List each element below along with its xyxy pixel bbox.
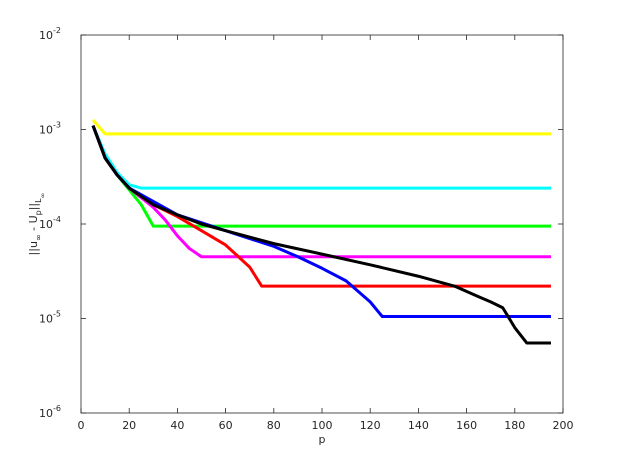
x-tick-label: 20 — [122, 419, 136, 432]
y-tick-base: 10 — [39, 313, 53, 326]
y-tick-label: 10-6 — [39, 404, 61, 420]
y-tick-label: 10-5 — [39, 310, 61, 326]
y-axis-label-part: || — [27, 203, 40, 210]
x-tick-label: 120 — [360, 419, 381, 432]
y-axis-label-part: ∞ — [39, 193, 47, 199]
data-line — [91, 119, 551, 136]
y-tick-label: 10-4 — [39, 215, 61, 231]
x-tick-label: 0 — [78, 419, 85, 432]
y-tick-base: 10 — [39, 218, 53, 231]
y-tick-exponent: -3 — [53, 121, 61, 130]
y-axis-label-part: p — [34, 210, 43, 215]
x-tick-label: 200 — [553, 419, 574, 432]
y-tick-label: 10-2 — [39, 26, 61, 42]
y-tick-base: 10 — [39, 124, 53, 137]
y-axis-label: ||u∞ - Up||L∞ — [27, 193, 47, 256]
data-line — [91, 125, 551, 345]
y-tick-base: 10 — [39, 29, 53, 42]
y-tick-exponent: -2 — [53, 26, 61, 35]
x-tick-label: 60 — [219, 419, 233, 432]
x-tick-label: 100 — [312, 419, 333, 432]
y-tick-base: 10 — [39, 407, 53, 420]
y-tick-label: 10-3 — [39, 121, 61, 137]
x-tick-label: 40 — [170, 419, 184, 432]
y-axis-label-part: ||u — [27, 241, 40, 255]
y-tick-exponent: -6 — [53, 404, 61, 413]
x-axis-label: p — [319, 433, 326, 446]
x-tick-label: 80 — [267, 419, 281, 432]
y-tick-exponent: -5 — [53, 310, 61, 319]
y-axis-label-part: - U — [27, 215, 40, 234]
y-axis-label-part: ∞ — [34, 234, 43, 241]
x-tick-label: 180 — [504, 419, 525, 432]
plot-frame — [80, 34, 564, 414]
x-tick-label: 140 — [408, 419, 429, 432]
y-tick-exponent: -4 — [53, 215, 61, 224]
x-tick-label: 160 — [456, 419, 477, 432]
y-axis-label-part: L — [34, 198, 43, 203]
